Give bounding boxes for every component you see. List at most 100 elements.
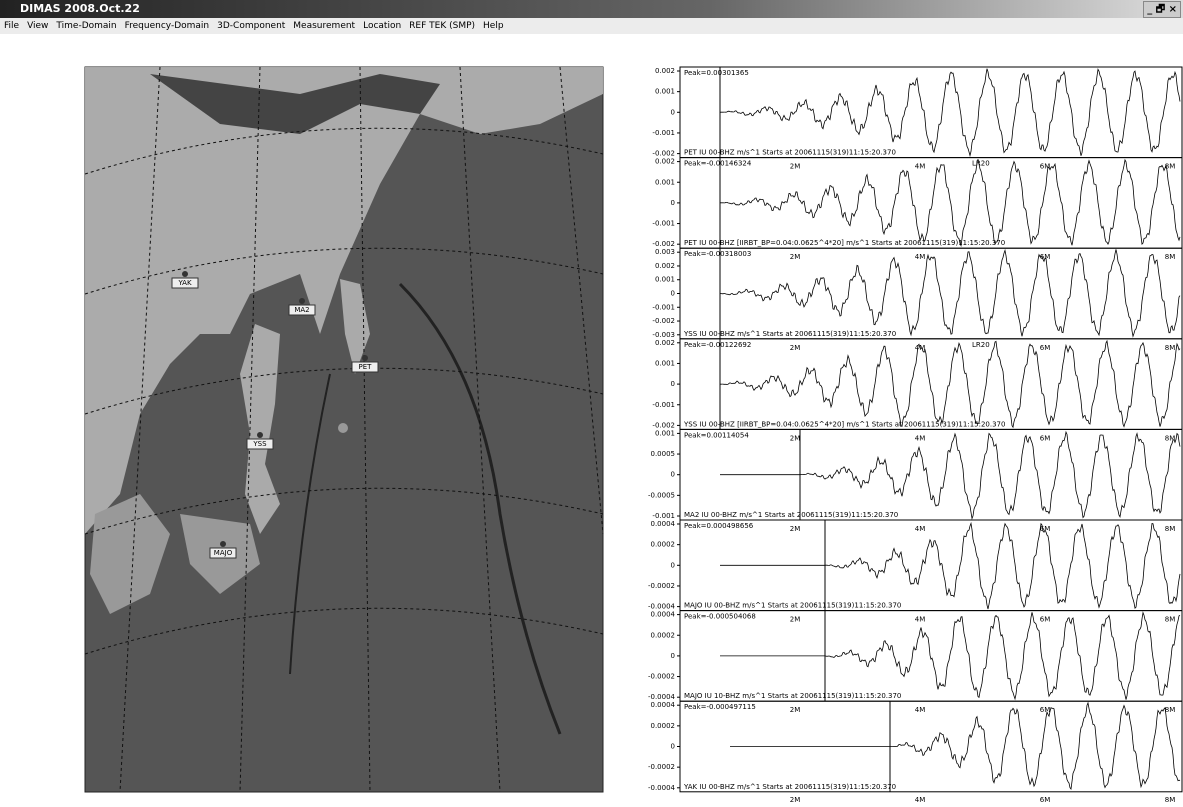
time-label: 2M [790, 163, 801, 171]
time-label: 6M [1040, 163, 1051, 171]
menu-item[interactable]: Help [483, 21, 504, 31]
y-tick-label: 0 [671, 199, 675, 207]
y-tick-label: -0.0004 [648, 784, 676, 792]
y-tick-label: -0.003 [652, 331, 675, 339]
time-label: 2M [790, 434, 801, 442]
y-tick-label: 0.0002 [651, 541, 676, 549]
window-buttons[interactable]: _ 🗗 × [1143, 1, 1181, 18]
station-dot [299, 298, 305, 304]
time-label: 8M [1165, 525, 1176, 533]
y-tick-label: 0.0004 [651, 701, 676, 709]
time-label: 6M [1040, 616, 1051, 624]
y-tick-label: 0.002 [655, 339, 675, 347]
y-tick-label: -0.0002 [648, 673, 675, 681]
y-tick-label: -0.001 [652, 129, 675, 137]
y-tick-label: 0.001 [655, 359, 675, 367]
waveform [730, 703, 1180, 789]
menu-item[interactable]: View [27, 21, 48, 31]
waveform [720, 432, 1180, 518]
y-tick-label: 0.001 [655, 88, 675, 96]
y-tick-label: 0 [671, 471, 675, 479]
station-dot [257, 432, 263, 438]
waveform [720, 249, 1180, 336]
y-tick-label: -0.001 [652, 512, 675, 520]
peak-label: Peak=-0.00146324 [684, 160, 752, 168]
trace-frame [680, 67, 1182, 158]
time-label: 8M [1165, 616, 1176, 624]
time-label: 4M [915, 706, 926, 714]
station-dot [220, 541, 226, 547]
trace-caption: YSS IU 00-BHZ [IIRBT_BP=0.04:0.0625^4*20… [683, 420, 1005, 428]
time-label: 2M [790, 616, 801, 624]
trace-caption: YAK IU 00-BHZ m/s^1 Starts at 20061115(3… [683, 783, 896, 791]
y-tick-label: 0 [671, 652, 675, 660]
time-label: 4M [915, 163, 926, 171]
menu-bar: File View Time-Domain Frequency-Domain 3D-Co… [0, 18, 1183, 34]
y-tick-label: -0.0005 [648, 491, 675, 499]
y-tick-label: -0.002 [652, 421, 675, 429]
station-dot [182, 271, 188, 277]
peak-label: Peak=0.000498656 [684, 522, 754, 530]
y-tick-label: 0.0005 [651, 450, 676, 458]
y-tick-label: 0.0002 [651, 722, 676, 730]
y-tick-label: 0.002 [655, 262, 675, 270]
time-label: 4M [915, 253, 926, 261]
y-tick-label: -0.002 [652, 317, 675, 325]
y-tick-label: 0.001 [655, 178, 675, 186]
trace-caption: PET IU 00-BHZ m/s^1 Starts at 20061115(3… [684, 149, 896, 157]
y-tick-label: -0.002 [652, 150, 675, 158]
station-label: YAK [177, 279, 192, 287]
y-tick-label: 0.0004 [651, 611, 676, 619]
waveform [720, 612, 1180, 699]
phase-marker: LR20 [972, 160, 990, 168]
y-tick-label: 0.002 [655, 67, 675, 75]
time-label: 4M [915, 525, 926, 533]
menu-item[interactable]: 3D-Component [217, 21, 285, 31]
time-label: 8M [1165, 706, 1176, 714]
menu-item[interactable]: File [4, 21, 19, 31]
time-label: 2M [790, 344, 801, 352]
menu-item[interactable]: Time-Domain [56, 21, 116, 31]
peak-label: Peak=-0.000504068 [684, 613, 756, 621]
trace-frame [680, 339, 1182, 430]
trace-caption: YSS IU 00-BHZ m/s^1 Starts at 20061115(3… [683, 330, 896, 338]
window-title: DIMAS 2008.Oct.22 [20, 2, 140, 15]
waveform [720, 69, 1180, 156]
menu-item[interactable]: REF TEK (SMP) [409, 21, 475, 31]
trace-frame [680, 158, 1182, 249]
time-label: 4M [915, 616, 926, 624]
time-label: 6M [1040, 796, 1051, 804]
peak-label: Peak=-0.000497115 [684, 703, 756, 711]
epicenter [338, 423, 348, 433]
y-tick-label: -0.0004 [648, 603, 676, 611]
y-tick-label: -0.0002 [648, 582, 675, 590]
y-tick-label: 0.001 [655, 429, 675, 437]
time-label: 8M [1165, 344, 1176, 352]
trace-caption: MAJO IU 10-BHZ m/s^1 Starts at 20061115(… [684, 692, 901, 700]
trace-caption: MAJO IU 00-BHZ m/s^1 Starts at 20061115(… [684, 602, 901, 610]
time-label: 6M [1040, 434, 1051, 442]
time-label: 8M [1165, 796, 1176, 804]
waveform [720, 159, 1180, 245]
workspace: YAKMA2PETYSSMAJO 0.002 0.001 0 -0.001 -0.002… [0, 34, 1183, 807]
y-tick-label: -0.001 [652, 401, 675, 409]
y-tick-label: -0.002 [652, 240, 675, 248]
y-tick-label: 0.002 [655, 158, 675, 166]
menu-item[interactable]: Location [363, 21, 401, 31]
menu-item[interactable]: Frequency-Domain [125, 21, 210, 31]
y-tick-label: 0 [671, 561, 675, 569]
trace-caption: MA2 IU 00-BHZ m/s^1 Starts at 20061115(3… [684, 511, 898, 519]
y-tick-label: 0 [671, 380, 675, 388]
peak-label: Peak=0.00114054 [684, 431, 749, 439]
y-tick-label: -0.001 [652, 220, 675, 228]
time-label: 2M [790, 796, 801, 804]
y-tick-label: 0 [671, 743, 675, 751]
waveform [720, 523, 1180, 609]
title-bar: DIMAS 2008.Oct.22 _ 🗗 × [0, 0, 1183, 18]
y-tick-label: 0 [671, 290, 675, 298]
menu-item[interactable]: Measurement [293, 21, 355, 31]
time-label: 2M [790, 525, 801, 533]
time-label: 8M [1165, 253, 1176, 261]
peak-label: Peak=0.00301365 [684, 69, 749, 77]
